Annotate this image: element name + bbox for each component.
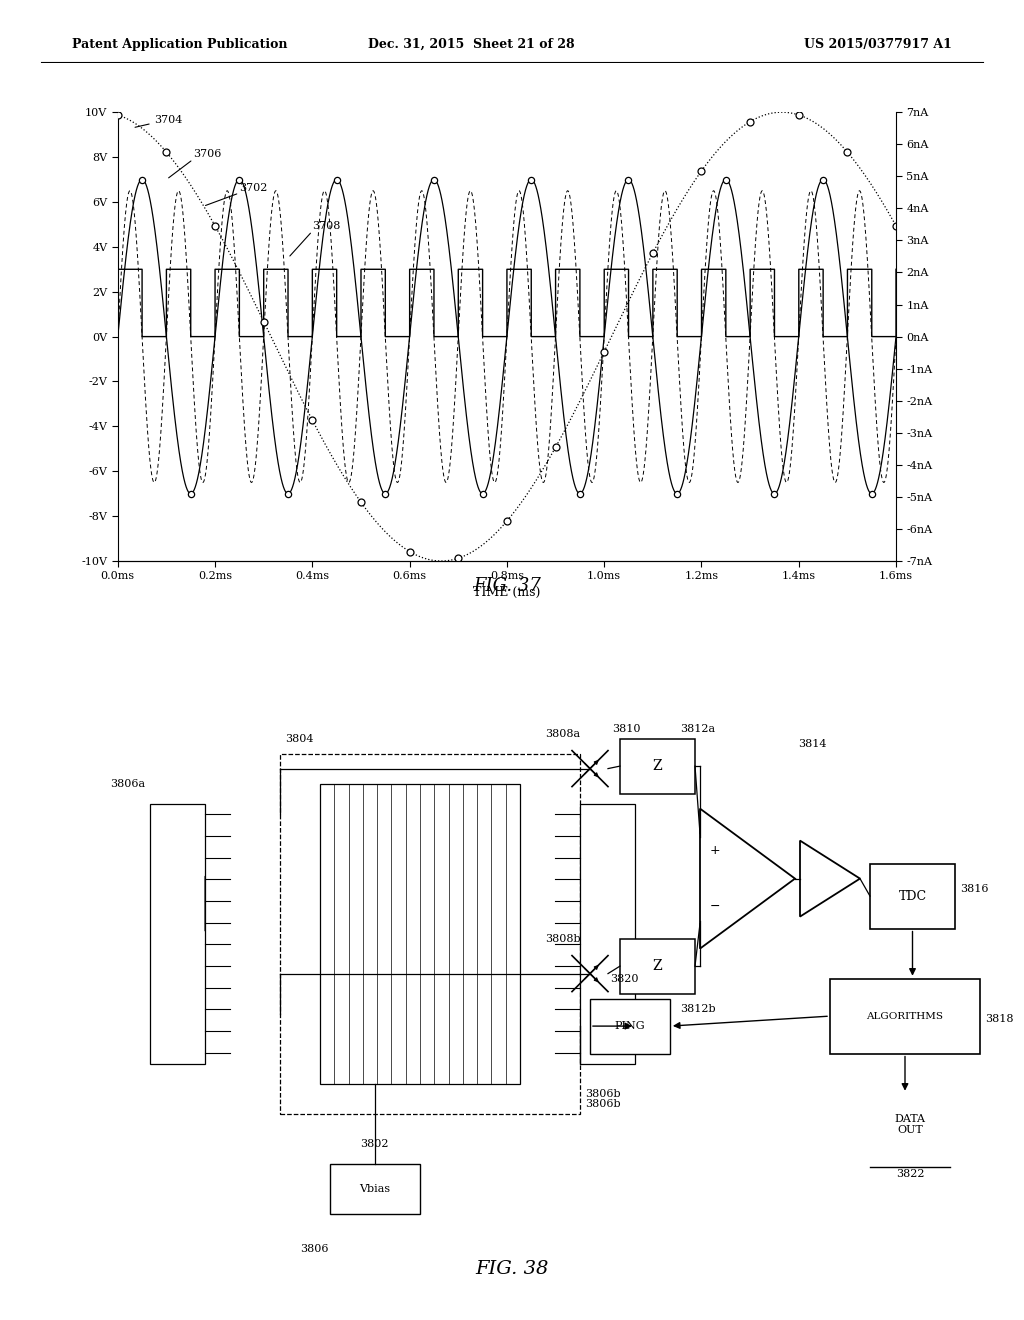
Text: PING: PING xyxy=(614,1022,645,1031)
Text: ALGORITHMS: ALGORITHMS xyxy=(866,1011,943,1020)
Text: US 2015/0377917 A1: US 2015/0377917 A1 xyxy=(805,38,952,51)
Text: 3806b: 3806b xyxy=(585,1089,621,1098)
Text: 3806a: 3806a xyxy=(110,779,145,788)
Bar xyxy=(319,784,520,1084)
Bar xyxy=(830,978,980,1053)
Bar xyxy=(620,939,695,994)
Text: Z: Z xyxy=(652,759,663,774)
Text: 3708: 3708 xyxy=(312,220,341,231)
Text: 3806: 3806 xyxy=(300,1243,329,1254)
Text: 3804: 3804 xyxy=(285,734,313,743)
Text: 3808a: 3808a xyxy=(545,729,581,739)
Text: 3818: 3818 xyxy=(985,1014,1014,1023)
Bar xyxy=(330,1164,420,1213)
Text: 3806b: 3806b xyxy=(585,1098,621,1109)
Text: 3812a: 3812a xyxy=(680,723,715,734)
Bar xyxy=(620,739,695,793)
Text: Patent Application Publication: Patent Application Publication xyxy=(72,38,287,51)
Text: 3808b: 3808b xyxy=(545,933,581,944)
Bar xyxy=(280,754,580,1114)
Text: 3706: 3706 xyxy=(194,149,221,160)
Text: TDC: TDC xyxy=(898,890,927,903)
Bar xyxy=(590,999,670,1053)
Text: Z: Z xyxy=(652,960,663,973)
Text: FIG. 38: FIG. 38 xyxy=(475,1259,549,1278)
Text: 3802: 3802 xyxy=(360,1139,388,1148)
Bar xyxy=(580,804,635,1064)
Text: 3704: 3704 xyxy=(155,115,182,125)
Text: 3810: 3810 xyxy=(612,723,640,734)
Text: −: − xyxy=(710,900,720,913)
Text: Dec. 31, 2015  Sheet 21 of 28: Dec. 31, 2015 Sheet 21 of 28 xyxy=(368,38,574,51)
Text: 3812b: 3812b xyxy=(680,1003,716,1014)
Bar xyxy=(870,863,955,928)
Bar xyxy=(280,754,580,1114)
Text: FIG. 37: FIG. 37 xyxy=(473,577,541,595)
Bar xyxy=(150,804,205,1064)
Text: DATA
OUT: DATA OUT xyxy=(895,1114,926,1135)
Text: 3820: 3820 xyxy=(610,974,639,983)
X-axis label: TIME (ms): TIME (ms) xyxy=(473,586,541,598)
Text: 3816: 3816 xyxy=(961,883,988,894)
Text: 3814: 3814 xyxy=(798,739,826,748)
Text: 3702: 3702 xyxy=(240,182,267,193)
Text: +: + xyxy=(710,843,720,857)
Text: 3822: 3822 xyxy=(896,1168,925,1179)
Text: Vbias: Vbias xyxy=(359,1184,390,1193)
